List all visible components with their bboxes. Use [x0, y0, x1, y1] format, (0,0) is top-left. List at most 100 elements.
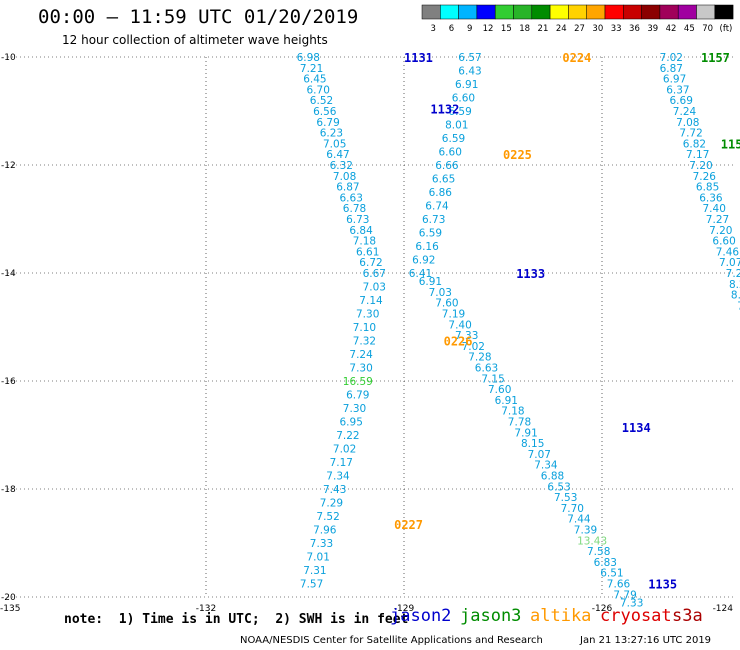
colorbar-swatch — [586, 4, 606, 20]
footer-credit: NOAA/NESDIS Center for Satellite Applica… — [240, 635, 543, 646]
swh-value-jason3: 6.69 — [670, 95, 693, 107]
legend-s3a: s3a — [672, 606, 703, 626]
pass-time-label: 1157 — [721, 137, 740, 151]
swh-value-altika: 6.59 — [419, 228, 442, 240]
y-tick-label: -12 — [1, 161, 16, 171]
colorbar-label: 18 — [519, 24, 530, 34]
swh-value-jason2: 7.33 — [310, 538, 333, 550]
swh-value-jason2: 7.05 — [323, 138, 346, 150]
colorbar-label: 9 — [467, 24, 472, 34]
colorbar-swatch — [677, 4, 697, 20]
colorbar-label: 70 — [702, 24, 713, 34]
swh-value-altika: 7.33 — [620, 597, 643, 609]
colorbar-swatch — [568, 4, 587, 20]
swh-value-jason2: 6.84 — [349, 225, 373, 237]
swh-value-altika: 7.44 — [567, 514, 591, 526]
swh-value-altika: 7.53 — [554, 492, 577, 504]
y-tick-label: -18 — [1, 485, 16, 495]
swh-value-altika: 7.18 — [501, 406, 524, 418]
swh-value-jason2: 7.10 — [353, 322, 376, 334]
swh-value-jason3: 7.72 — [679, 128, 702, 140]
y-tick-label: -10 — [1, 53, 16, 63]
swh-value-jason2: 6.79 — [316, 117, 339, 129]
swh-value-jason2: 7.01 — [307, 552, 330, 564]
colorbar-label: (ft) — [720, 24, 733, 34]
swh-value-altika: 7.79 — [613, 589, 636, 601]
colorbar-label: 45 — [684, 24, 695, 34]
swh-value-jason2: 6.79 — [346, 390, 369, 402]
swh-value-altika: 6.92 — [412, 255, 435, 267]
swh-value-altika: 13.43 — [577, 535, 607, 547]
swh-value-altika: 6.59 — [448, 106, 471, 118]
swh-value-jason3: 7.24 — [673, 106, 697, 118]
swh-value-altika: 6.60 — [452, 93, 475, 105]
colorbar-label: 42 — [666, 24, 677, 34]
swh-value-altika: 7.58 — [587, 546, 610, 558]
swh-value-altika: 7.34 — [534, 460, 558, 472]
swh-value-altika: 6.16 — [415, 241, 439, 253]
swh-value-altika: 6.91 — [419, 276, 442, 288]
swh-value-jason3: 6.85 — [696, 182, 719, 194]
colorbar-label: 27 — [574, 24, 585, 34]
chart-title: 00:00 – 11:59 UTC 01/20/2019 — [38, 6, 359, 28]
footer-timestamp: Jan 21 13:27:16 UTC 2019 — [580, 635, 712, 646]
swh-value-altika: 6.74 — [425, 201, 449, 213]
swh-value-altika: 6.57 — [458, 52, 481, 64]
legend-altika: altika — [530, 606, 592, 626]
colorbar-swatch — [659, 4, 679, 20]
swh-value-altika: 7.15 — [481, 373, 504, 385]
pass-time-label: 1135 — [648, 578, 677, 592]
swh-value-jason3: 6.60 — [712, 236, 735, 248]
swh-value-altika: 6.88 — [541, 471, 564, 483]
swh-value-jason2: 6.63 — [340, 192, 363, 204]
swh-value-jason2: 7.21 — [300, 63, 323, 75]
swh-value-jason2: 6.61 — [356, 246, 379, 258]
colorbar-swatch — [531, 4, 551, 20]
swh-value-jason3: 7.17 — [686, 149, 709, 161]
colorbar-swatch — [714, 4, 734, 20]
colorbar-label: 33 — [611, 24, 622, 34]
swh-value-jason2: 7.30 — [349, 363, 372, 375]
legend-jason2: jason2 — [390, 606, 452, 626]
swh-value-altika: 6.59 — [442, 133, 465, 145]
swh-value-jason3: 7.40 — [703, 203, 726, 215]
swh-value-altika: 7.33 — [455, 330, 478, 342]
swh-value-altika: 7.19 — [442, 309, 465, 321]
swh-value-jason2: 7.29 — [320, 498, 343, 510]
swh-value-altika: 6.43 — [458, 66, 481, 78]
y-tick-label: -20 — [1, 593, 16, 603]
swh-value-jason3: 8.2 — [729, 279, 740, 291]
colorbar-label: 24 — [556, 24, 567, 34]
swh-value-jason2: 6.72 — [359, 257, 382, 269]
colorbar-label: 21 — [538, 24, 549, 34]
colorbar-swatch — [513, 4, 533, 20]
swh-value-jason3: 8.2 — [731, 290, 740, 302]
colorbar-label: 39 — [647, 24, 658, 34]
swh-value-altika: 7.28 — [468, 352, 491, 364]
swh-value-jason2: 6.67 — [363, 268, 386, 280]
colorbar-swatch — [494, 4, 514, 20]
colorbar-swatch — [549, 4, 569, 20]
swh-value-jason2: 7.30 — [356, 309, 379, 321]
swh-value-jason2: 7.31 — [303, 565, 326, 577]
colorbar-swatch — [623, 4, 642, 20]
y-tick-label: -14 — [1, 269, 16, 279]
x-tick-label: -126 — [592, 604, 613, 614]
colorbar-swatch — [421, 4, 441, 20]
chart-subtitle: 12 hour collection of altimeter wave hei… — [62, 33, 328, 47]
swh-value-jason2: 7.30 — [343, 403, 366, 415]
y-tick-label: -16 — [1, 377, 16, 387]
swh-value-altika: 7.40 — [448, 319, 471, 331]
swh-value-altika: 6.41 — [409, 268, 432, 280]
swh-value-altika: 7.66 — [607, 579, 631, 591]
swh-value-jason2: 6.23 — [320, 128, 343, 140]
swh-value-jason3: 6.97 — [663, 74, 686, 86]
swh-value-jason2: 6.56 — [313, 106, 337, 118]
colorbar-swatch — [458, 4, 478, 20]
swh-value-jason3: 6.82 — [683, 138, 706, 150]
swh-value-jason3: 7.08 — [676, 117, 699, 129]
colorbar-label: 12 — [483, 24, 494, 34]
swh-value-altika: 8.15 — [521, 438, 544, 450]
swh-value-jason3: 6.36 — [699, 192, 723, 204]
swh-value-altika: 8.01 — [445, 120, 468, 132]
